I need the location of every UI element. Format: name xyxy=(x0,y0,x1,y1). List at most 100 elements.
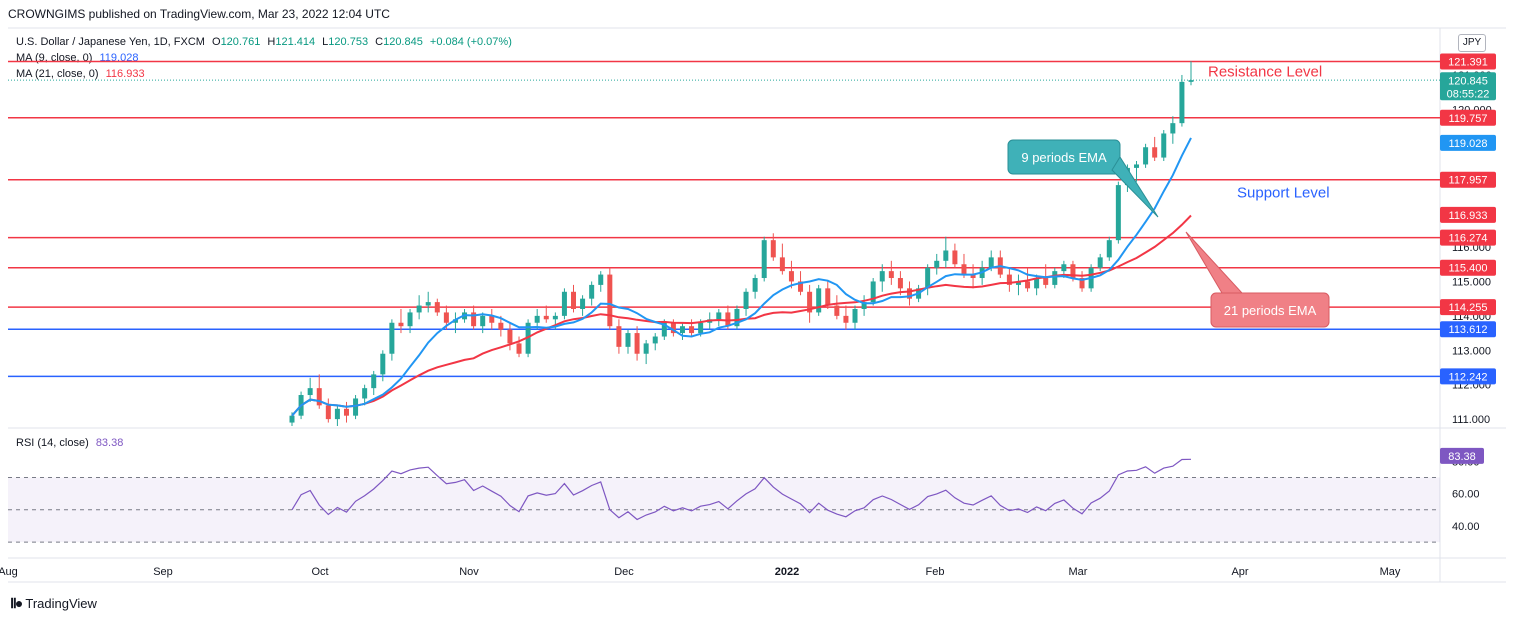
candle-body xyxy=(698,322,704,334)
candle-body xyxy=(1115,185,1121,241)
last-price-tag: 120.845 xyxy=(1448,75,1488,87)
level-tag: 116.274 xyxy=(1449,233,1488,245)
rsi-tick-label: 60.00 xyxy=(1452,489,1480,501)
ema9-annotation: 9 periods EMA xyxy=(1021,150,1107,165)
tradingview-logo-icon: Ⅱ● xyxy=(10,595,23,611)
candle-body xyxy=(389,322,395,354)
candle-body xyxy=(561,291,567,316)
candle-body xyxy=(879,271,885,282)
price-tags: 121.391 119.757 117.957 116.274 115.400 114.2… xyxy=(1440,53,1496,385)
candle-body xyxy=(1015,281,1021,285)
time-tick-label: Nov xyxy=(459,566,479,578)
candle-body xyxy=(616,326,622,347)
candle-body xyxy=(334,408,340,420)
candle-body xyxy=(870,281,876,303)
support-annotation: Support Level xyxy=(1237,185,1330,202)
ma9-value-tag: 119.028 xyxy=(1449,138,1488,150)
candle-body xyxy=(362,388,368,399)
ma9-value-tag-bg xyxy=(1440,134,1496,151)
candle-body xyxy=(480,315,486,327)
candle-body xyxy=(1179,81,1185,124)
candle-body xyxy=(1070,264,1076,279)
candle-body xyxy=(425,302,431,306)
candle-body xyxy=(1061,264,1067,272)
candle-body xyxy=(1025,281,1031,289)
candle-body xyxy=(380,353,386,375)
candle-body xyxy=(307,388,313,396)
candle-body xyxy=(498,322,504,330)
candle-body xyxy=(807,291,813,313)
brand-name: TradingView xyxy=(25,596,97,611)
annotations: Resistance Level Support Level 9 periods E… xyxy=(1007,64,1330,328)
candle-body xyxy=(761,240,767,279)
level-tag: 113.612 xyxy=(1449,324,1488,336)
time-tick-label: 2022 xyxy=(775,566,799,578)
candle-body xyxy=(734,308,740,327)
rsi-value-tag-bg xyxy=(1440,447,1484,464)
level-tag-bg xyxy=(1440,259,1496,276)
candle-body xyxy=(625,333,631,347)
candle-body xyxy=(407,312,413,327)
rsi-value-tag: 83.38 xyxy=(1448,451,1476,463)
rsi-legend[interactable]: RSI (14, close) 83.38 xyxy=(16,437,127,449)
rsi-tick-label: 40.00 xyxy=(1452,521,1480,533)
candle-body xyxy=(1097,257,1103,268)
candle-body xyxy=(716,312,722,320)
level-tag-bg xyxy=(1440,368,1496,385)
candle-body xyxy=(1161,133,1167,158)
price-tick-label: 115.000 xyxy=(1452,276,1491,288)
candle-body xyxy=(443,312,449,323)
candle-body xyxy=(598,274,604,285)
ohlc-change: +0.084 (+0.07%) xyxy=(429,36,512,48)
publisher-line: CROWNGIMS published on TradingView.com, … xyxy=(8,7,390,21)
level-tag-bg xyxy=(1440,171,1496,188)
countdown-tag: 08:55:22 xyxy=(1447,88,1490,100)
candle-body xyxy=(289,415,295,423)
candle-body xyxy=(1134,164,1140,168)
candle-body xyxy=(970,274,976,279)
ohlc-high-label: H xyxy=(267,36,276,48)
candle-body xyxy=(516,343,522,354)
candle-body xyxy=(589,284,595,299)
candle-body xyxy=(643,343,649,354)
candle-body xyxy=(1106,240,1112,258)
candle-body xyxy=(507,329,513,344)
time-axis: Aug Sep Oct Nov Dec 2022 Feb Mar Apr May xyxy=(0,566,1401,578)
candle-body xyxy=(906,288,912,299)
symbol-name[interactable]: U.S. Dollar / Japanese Yen, 1D, FXCM xyxy=(16,36,205,48)
ma21-value-tag: 116.933 xyxy=(1449,210,1488,222)
candle-body xyxy=(843,315,849,323)
candle-body xyxy=(1079,278,1085,289)
candle-body xyxy=(861,302,867,309)
horizontal-levels xyxy=(8,60,1440,378)
candle-body xyxy=(679,326,685,334)
ohlc-close-label: C xyxy=(375,36,384,48)
last-price-tag-bg xyxy=(1440,72,1496,101)
time-tick-label: Feb xyxy=(926,566,945,578)
candle-body xyxy=(770,240,776,258)
candle-body xyxy=(325,405,331,420)
price-tick-label: 111.000 xyxy=(1452,414,1490,426)
ohlc-high: 121.414 xyxy=(275,36,316,48)
candle-body xyxy=(1143,147,1149,165)
candle-body xyxy=(816,288,822,313)
currency-badge[interactable]: JPY xyxy=(1458,34,1486,52)
candle-body xyxy=(316,388,322,406)
candle-body xyxy=(1052,271,1058,285)
candle-body xyxy=(1188,80,1194,82)
ema21-annotation: 21 periods EMA xyxy=(1224,303,1317,318)
time-tick-label: May xyxy=(1380,566,1401,578)
ohlc-open-label: O xyxy=(212,36,221,48)
ma21-legend[interactable]: MA (21, close, 0) 116.933 xyxy=(16,68,149,80)
level-tag: 114.255 xyxy=(1449,302,1488,314)
candle-body xyxy=(798,281,804,292)
ohlc-open: 120.761 xyxy=(220,36,261,48)
tradingview-brand[interactable]: Ⅱ● TradingView xyxy=(10,595,97,612)
level-tag: 112.242 xyxy=(1449,371,1488,383)
candle-body xyxy=(689,326,695,334)
level-tag-bg xyxy=(1440,299,1496,316)
candle-body xyxy=(552,315,558,320)
candle-body xyxy=(888,271,894,279)
